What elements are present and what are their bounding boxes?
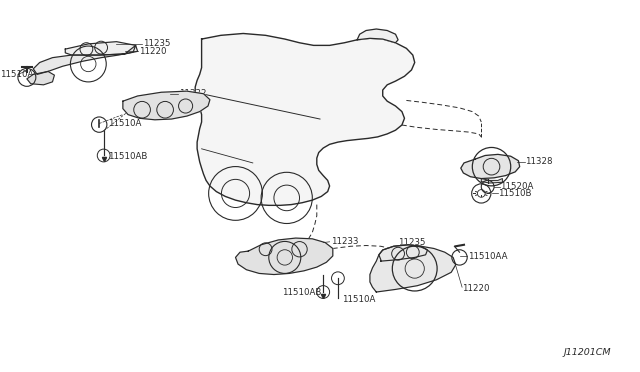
Polygon shape xyxy=(33,45,136,74)
Text: 11510AB: 11510AB xyxy=(108,153,147,161)
Polygon shape xyxy=(357,29,398,43)
Text: J11201CM: J11201CM xyxy=(564,348,611,357)
Polygon shape xyxy=(481,179,502,183)
Text: 11510A: 11510A xyxy=(108,119,141,128)
Polygon shape xyxy=(461,154,520,179)
Text: 11520A: 11520A xyxy=(500,182,534,191)
Text: 11510B: 11510B xyxy=(498,189,531,198)
Text: 11510AB: 11510AB xyxy=(282,288,321,296)
Text: 11232: 11232 xyxy=(179,89,207,98)
Polygon shape xyxy=(236,238,333,275)
Text: 11233: 11233 xyxy=(331,237,358,246)
Text: 11510AA: 11510AA xyxy=(468,252,508,261)
Text: 11328: 11328 xyxy=(525,157,552,166)
Text: 11220: 11220 xyxy=(139,47,166,56)
Text: 11235: 11235 xyxy=(143,39,171,48)
Polygon shape xyxy=(27,71,54,85)
Polygon shape xyxy=(65,42,138,55)
Polygon shape xyxy=(379,245,428,261)
Text: 11235: 11235 xyxy=(398,238,426,247)
Text: 11510AA: 11510AA xyxy=(0,70,40,79)
Text: 11220: 11220 xyxy=(462,284,490,293)
Polygon shape xyxy=(370,245,456,292)
Polygon shape xyxy=(123,91,210,120)
Polygon shape xyxy=(195,33,415,205)
Text: 11510A: 11510A xyxy=(342,295,376,304)
